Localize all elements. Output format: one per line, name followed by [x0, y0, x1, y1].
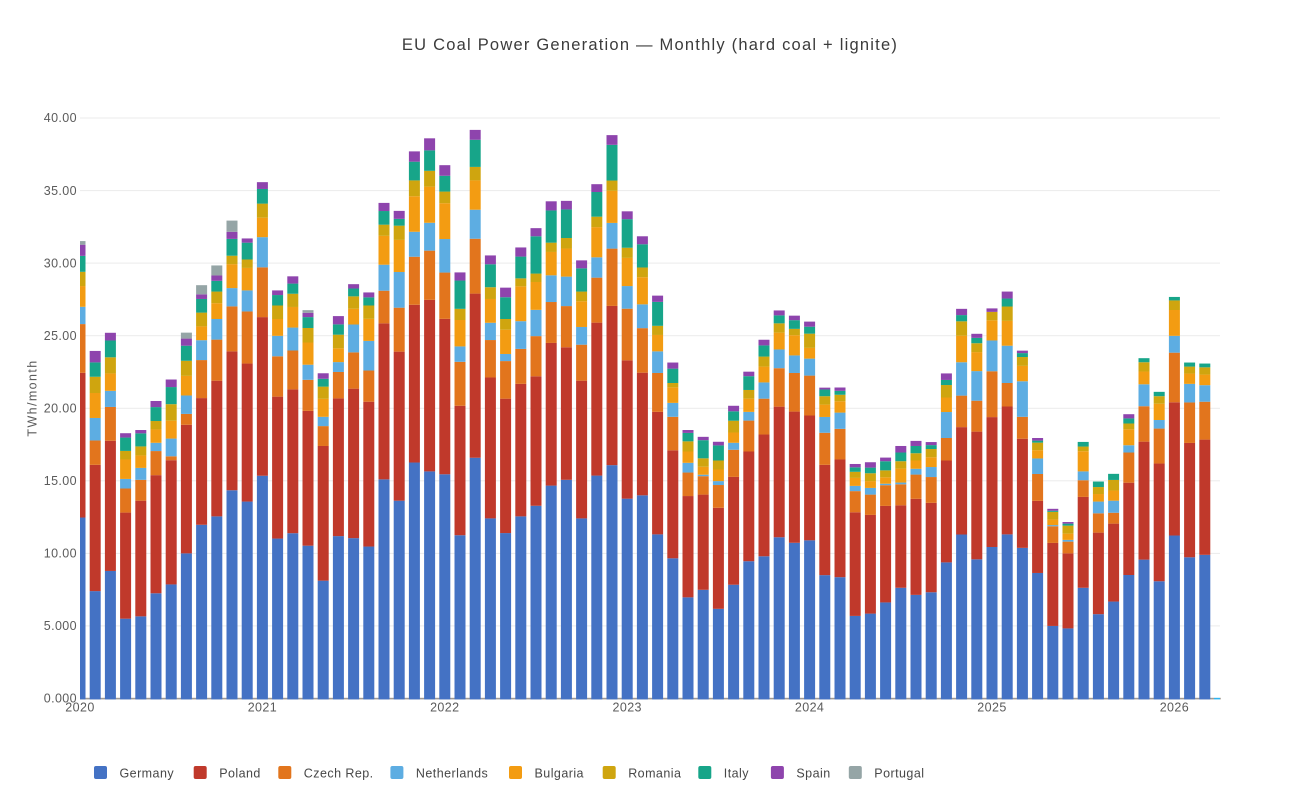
svg-text:TWh/month: TWh/month [26, 359, 40, 436]
svg-text:2020: 2020 [65, 701, 94, 715]
svg-text:EU Coal Power Generation — Mon: EU Coal Power Generation — Monthly (hard… [402, 36, 898, 54]
svg-text:Czech Rep.: Czech Rep. [304, 767, 374, 781]
svg-text:Poland: Poland [219, 767, 261, 781]
svg-text:Netherlands: Netherlands [416, 767, 488, 781]
svg-text:Spain: Spain [796, 767, 830, 781]
svg-text:Germany: Germany [120, 767, 175, 781]
svg-text:40.00: 40.00 [44, 111, 77, 125]
svg-text:5.000: 5.000 [44, 619, 77, 633]
svg-text:20.00: 20.00 [44, 401, 77, 415]
svg-text:30.00: 30.00 [44, 256, 77, 270]
svg-text:2021: 2021 [248, 701, 277, 715]
svg-text:Bulgaria: Bulgaria [535, 767, 584, 781]
svg-text:15.00: 15.00 [44, 474, 77, 488]
svg-text:2026: 2026 [1160, 701, 1189, 715]
svg-text:0.000: 0.000 [44, 692, 77, 706]
svg-text:Italy: Italy [724, 767, 749, 781]
svg-text:35.00: 35.00 [44, 184, 77, 198]
svg-text:Portugal: Portugal [874, 767, 924, 781]
svg-text:10.00: 10.00 [44, 547, 77, 561]
svg-text:25.00: 25.00 [44, 329, 77, 343]
svg-text:2023: 2023 [612, 701, 641, 715]
svg-text:Romania: Romania [628, 767, 681, 781]
svg-text:2024: 2024 [795, 701, 824, 715]
svg-text:2022: 2022 [430, 701, 459, 715]
svg-text:2025: 2025 [977, 701, 1006, 715]
